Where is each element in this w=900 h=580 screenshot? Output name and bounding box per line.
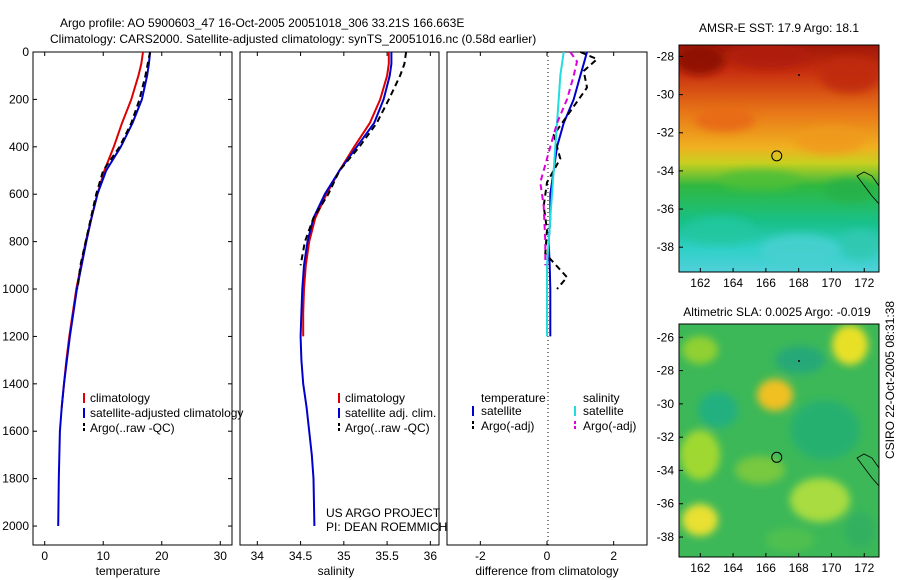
y-tick-label: 1200: [2, 329, 29, 343]
x-tick-label: 35.5: [375, 549, 399, 563]
sla-map-title: Altimetric SLA: 0.0025 Argo: -0.019: [683, 305, 871, 319]
legend-label-sal-satellite: satellite: [583, 404, 624, 418]
map-x-tick-label: 170: [821, 561, 841, 575]
legend-label-sal-argo: Argo(-adj): [583, 419, 636, 433]
map-y-tick-label: -26: [657, 330, 675, 344]
sst-map-frame: [678, 44, 880, 273]
map-y-tick-label: -34: [657, 463, 675, 477]
legend-header-salinity: salinity: [583, 391, 620, 405]
legend-label-temp-satellite: satellite: [481, 404, 522, 418]
temperature-panel: 0 10 20 30 0 200 400 600 800 1000 1200 1400 1600 1800…: [2, 45, 243, 578]
y-tick-label: 200: [9, 92, 29, 106]
csiro-timestamp: CSIRO 22-Oct-2005 08:31:38: [883, 301, 897, 459]
map-x-tick-label: 166: [756, 276, 776, 290]
y-tick-label: 0: [22, 45, 29, 59]
y-tick-label: 600: [9, 187, 29, 201]
map-x-tick-label: 170: [821, 276, 841, 290]
difference-xlabel: difference from climatology: [475, 564, 618, 578]
map-y-tick-label: -32: [657, 430, 675, 444]
y-tick-label: 1600: [2, 424, 29, 438]
map-x-tick-label: 164: [723, 276, 743, 290]
map-y-tick-label: -38: [657, 240, 675, 254]
map-y-tick-label: -36: [657, 497, 675, 511]
legend-label-temp-argo: Argo(-adj): [481, 419, 534, 433]
map-x-tick-label: 168: [789, 561, 809, 575]
legend-label-satellite: satellite adj. clim.: [345, 406, 436, 420]
map-y-tick-label: -28: [657, 364, 675, 378]
sla-field: [679, 324, 879, 557]
y-tick-label: 2000: [2, 519, 29, 533]
map-y-tick-label: -28: [657, 49, 675, 63]
salinity-legend: climatology satellite adj. clim. Argo(..…: [338, 391, 436, 435]
series-line-satellite: [57, 51, 152, 527]
series-line-temperature-argo-adj-: [542, 51, 598, 290]
map-y-tick-label: -38: [657, 530, 675, 544]
x-tick-label: 35: [337, 549, 351, 563]
project-credit: US ARGO PROJECT: [326, 506, 441, 520]
legend-header-temperature: temperature: [481, 391, 546, 405]
x-tick-label: 2: [610, 549, 617, 563]
map-x-tick-label: 172: [854, 561, 874, 575]
float-position-marker: [771, 150, 783, 162]
x-tick-label: 30: [214, 549, 228, 563]
sst-field: [679, 45, 879, 272]
map-y-tick-label: -30: [657, 397, 675, 411]
series-line-salinity-argo-adj-: [539, 51, 578, 266]
sla-map-panel: Altimetric SLA: 0.0025 Argo: -0.019: [657, 305, 880, 575]
map-x-tick-label: 168: [789, 276, 809, 290]
legend-label-argo: Argo(..raw -QC): [90, 421, 175, 435]
series-line-climatology: [60, 51, 144, 408]
x-tick-label: 34: [251, 549, 265, 563]
legend-label-argo: Argo(..raw -QC): [345, 421, 430, 435]
map-x-tick-label: 164: [723, 561, 743, 575]
map-x-tick-label: 172: [854, 276, 874, 290]
map-y-tick-label: -30: [657, 88, 675, 102]
float-position-marker: [771, 451, 783, 463]
y-tick-label: 1400: [2, 377, 29, 391]
sst-map-title: AMSR-E SST: 17.9 Argo: 18.1: [699, 21, 859, 35]
series-line-climatology: [302, 52, 390, 337]
series-line-argo: [76, 51, 152, 290]
salinity-panel: 34 34.5 35 35.5 36 climatology satellite adj…: [239, 51, 447, 578]
map-x-tick-label: 162: [690, 561, 710, 575]
y-tick-label: 400: [9, 140, 29, 154]
difference-panel: -2 0 2 temperature salinity satellite Argo…: [446, 51, 648, 578]
x-tick-label: 0: [41, 549, 48, 563]
x-tick-label: 36: [424, 549, 438, 563]
temperature-legend: climatology satellite-adjusted climatolo…: [83, 391, 243, 435]
map-y-tick-label: -36: [657, 202, 675, 216]
x-tick-label: 0: [544, 549, 551, 563]
x-tick-label: 20: [155, 549, 169, 563]
legend-label-climatology: climatology: [345, 391, 405, 405]
temperature-xlabel: temperature: [96, 564, 161, 578]
series-line-argo: [299, 51, 408, 266]
sst-map-panel: AMSR-E SST: 17.9 Argo: 18.1 162 164 166 168…: [657, 21, 880, 290]
series-line-salinity-satellite: [546, 51, 565, 337]
x-tick-label: -2: [475, 549, 486, 563]
pi-credit: PI: DEAN ROEMMICH: [326, 520, 447, 534]
y-tick-label: 1000: [2, 282, 29, 296]
difference-legend: temperature salinity satellite Argo(-adj…: [472, 391, 636, 433]
map-y-tick-label: -32: [657, 126, 675, 140]
salinity-xlabel: salinity: [318, 564, 355, 578]
y-tick-label: 1800: [2, 472, 29, 486]
x-tick-label: 10: [97, 549, 111, 563]
series-line-satellite: [299, 52, 393, 527]
temperature-axes-frame: [32, 51, 233, 546]
map-x-tick-label: 166: [756, 561, 776, 575]
header-line-1: Argo profile: AO 5900603_47 16-Oct-2005 …: [60, 16, 464, 30]
legend-label-satellite: satellite-adjusted climatology: [90, 406, 243, 420]
map-y-tick-label: -34: [657, 164, 675, 178]
y-tick-label: 800: [9, 235, 29, 249]
x-tick-label: 34.5: [289, 549, 313, 563]
header-line-2: Climatology: CARS2000. Satellite-adjuste…: [50, 32, 536, 46]
salinity-axes-frame: [239, 51, 440, 546]
legend-label-climatology: climatology: [90, 391, 150, 405]
sla-map-frame: [678, 323, 880, 558]
map-x-tick-label: 162: [690, 276, 710, 290]
